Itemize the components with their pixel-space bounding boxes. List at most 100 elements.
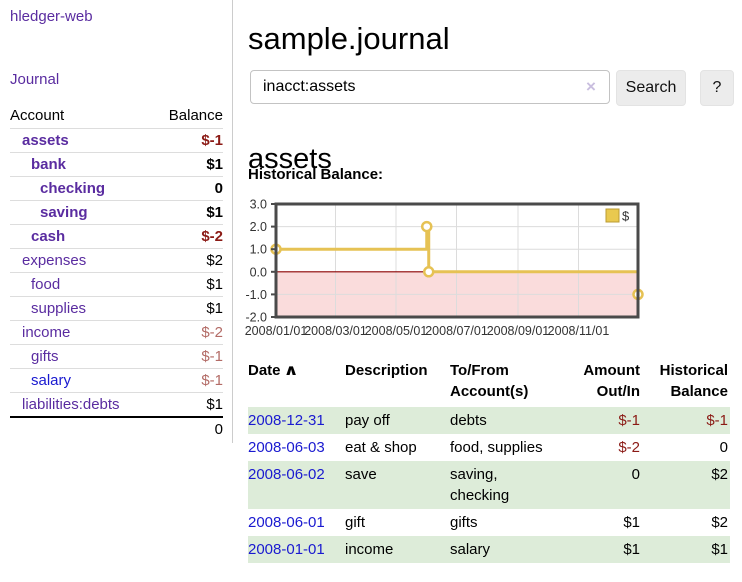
transaction-accounts: salary (450, 536, 562, 563)
transaction-date-link[interactable]: 2008-06-03 (248, 439, 325, 456)
chart-title: Historical Balance: (248, 166, 384, 183)
plot-border (274, 202, 640, 319)
account-row: food $1 (10, 272, 223, 297)
account-row: income $-2 (10, 320, 223, 345)
transaction-accounts: food, supplies (450, 439, 543, 456)
register-header-row: Date ∧ Description To/From Account(s) Amount… (248, 358, 730, 407)
sidebar-item-journal[interactable]: Journal (10, 71, 60, 88)
account-balance: 0 (214, 180, 223, 197)
account-row: saving $1 (10, 200, 223, 225)
account-link[interactable]: salary (31, 372, 72, 389)
register-col-header-description[interactable]: Description (345, 362, 428, 379)
transaction-amount: $1 (562, 536, 642, 563)
transaction-date-link[interactable]: 2008-06-01 (248, 514, 325, 531)
transaction-date-link[interactable]: 2008-01-01 (248, 541, 325, 558)
search-button[interactable]: Search (616, 70, 686, 106)
clear-search-icon[interactable]: × (586, 77, 596, 96)
x-axis-label: 2008/11/01 (548, 324, 610, 338)
account-link[interactable]: expenses (22, 252, 87, 269)
account-link[interactable]: liabilities:debts (22, 396, 120, 413)
account-row: bank $1 (10, 152, 223, 177)
y-axis-label: -2.0 (245, 311, 267, 325)
register-col-header-historical-balance[interactable]: Historical Balance (659, 362, 728, 400)
x-axis-label: 2008/03/01 (304, 324, 367, 338)
data-point-marker (421, 220, 433, 233)
y-axis-label: 0.0 (250, 265, 267, 279)
accounts-total-balance: 0 (214, 421, 223, 438)
data-point-marker (422, 266, 435, 278)
register-row: 2008-06-01 gift gifts $1 $2 (248, 509, 730, 536)
account-row: assets $-1 (10, 128, 223, 153)
y-axis-label: -1.0 (245, 288, 267, 302)
account-row: gifts $-1 (10, 344, 223, 369)
register-row: 2008-12-31 pay off debts $-1 $-1 (248, 407, 730, 434)
transaction-description: eat & shop (345, 439, 417, 456)
account-row: expenses $2 (10, 248, 223, 273)
account-balance: $2 (206, 252, 223, 269)
x-axis-label: 2008/07/01 (425, 324, 488, 338)
register-row: 2008-06-02 save saving, checking 0 $2 (248, 461, 730, 509)
account-row: supplies $1 (10, 296, 223, 321)
transaction-balance: $-1 (642, 407, 730, 434)
transaction-balance: $2 (642, 461, 730, 509)
sidebar-divider (232, 0, 233, 443)
accounts-total-spacer (10, 417, 152, 441)
accounts-col-header-account: Account (10, 107, 65, 124)
account-balance: $1 (206, 156, 223, 173)
register-col-header-amount-out-in[interactable]: Amount Out/In (583, 362, 640, 400)
account-balance: $-2 (201, 228, 223, 245)
transaction-accounts: debts (450, 407, 562, 434)
app-brand-link[interactable]: hledger-web (10, 8, 93, 25)
search-bar: × Search ? (248, 70, 736, 106)
transaction-amount: $-1 (562, 407, 642, 434)
account-link[interactable]: gifts (31, 348, 59, 365)
transaction-description: income (345, 536, 450, 563)
transaction-description: save (345, 461, 450, 509)
account-link[interactable]: saving (40, 204, 88, 221)
y-axis-label: 2.0 (250, 220, 267, 234)
account-row: salary $-1 (10, 368, 223, 393)
register-table-body: 2008-12-31 pay off debts $-1 $-1 2008-06-03 ea… (248, 407, 730, 563)
transaction-amount: 0 (562, 461, 642, 509)
register-col-header-to-from-account-s-[interactable]: To/From Account(s) (450, 362, 529, 400)
accounts-col-header-balance: Balance (168, 107, 223, 124)
account-balance: $-1 (201, 372, 223, 389)
account-link[interactable]: supplies (31, 300, 87, 317)
accounts-table-header-row: Account Balance (10, 104, 223, 129)
transaction-description: pay off (345, 407, 450, 434)
accounts-table: Account Balance assets $-1 bank $1 checking 0… (10, 104, 223, 441)
transaction-balance: $1 (642, 536, 730, 563)
y-axis-label: 1.0 (250, 243, 267, 257)
account-link[interactable]: assets (22, 132, 69, 149)
account-balance: $-2 (201, 324, 223, 341)
accounts-table-body: assets $-1 bank $1 checking 0 saving $1 cash $-2 e… (10, 128, 223, 418)
transaction-date-link[interactable]: 2008-12-31 (248, 412, 325, 429)
transaction-date-link[interactable]: 2008-06-02 (248, 466, 325, 483)
account-balance: $1 (206, 300, 223, 317)
legend-swatch (605, 208, 620, 223)
account-link[interactable]: checking (40, 180, 106, 197)
accounts-total-row: 0 (10, 417, 223, 441)
transaction-description: gift (345, 514, 366, 531)
help-button[interactable]: ? (700, 70, 734, 106)
account-row: liabilities:debts $1 (10, 392, 223, 418)
x-axis-label: 2008/09/01 (487, 324, 550, 338)
account-row: cash $-2 (10, 224, 223, 249)
transaction-amount: $1 (623, 514, 640, 531)
account-balance: $1 (206, 396, 223, 413)
x-axis-label: 2008/01/01 (245, 324, 308, 338)
transaction-balance: $2 (711, 514, 728, 531)
transaction-balance: 0 (719, 439, 728, 456)
account-link[interactable]: bank (31, 156, 67, 173)
account-link[interactable]: cash (31, 228, 66, 245)
register-row: 2008-01-01 income salary $1 $1 (248, 536, 730, 563)
register-row: 2008-06-03 eat & shop food, supplies $-2 0 (248, 434, 730, 461)
account-balance: $1 (206, 276, 223, 293)
search-input[interactable] (250, 70, 610, 104)
account-link[interactable]: income (22, 324, 71, 341)
account-link[interactable]: food (31, 276, 61, 293)
page-title: sample.journal (248, 20, 450, 56)
register-col-header-date[interactable]: Date ∧ (248, 362, 299, 379)
transaction-amount: $-2 (618, 439, 640, 456)
